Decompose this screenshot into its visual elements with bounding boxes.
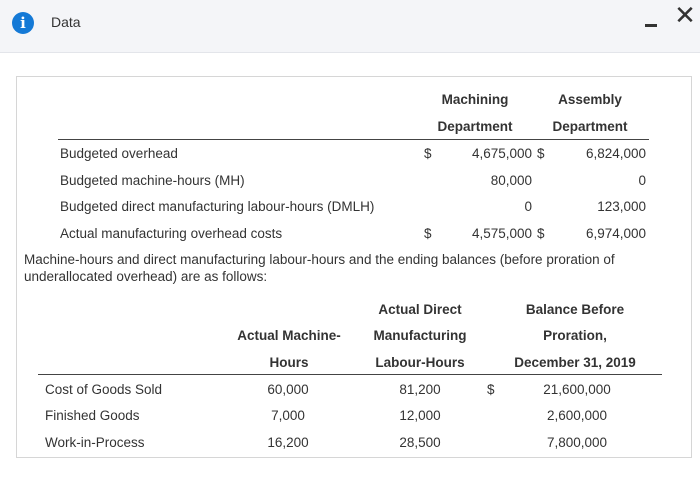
row-label: Budgeted overhead xyxy=(60,146,178,161)
mh-header-line2: Hours xyxy=(269,355,309,370)
budget-header-rule xyxy=(58,139,649,140)
dialog-titlebar: i Data ✕ xyxy=(0,0,700,53)
row-label: Work-in-Process xyxy=(45,435,145,450)
row-label: Budgeted machine-hours (MH) xyxy=(60,173,245,188)
row-label: Budgeted direct manufacturing labour-hou… xyxy=(60,199,375,214)
dmlh-header-line2: Manufacturing xyxy=(373,328,467,343)
machining-value: 80,000 xyxy=(490,173,532,188)
assembly-value: 0 xyxy=(638,173,646,188)
row-label: Cost of Goods Sold xyxy=(45,382,163,397)
machine-hours-value: 7,000 xyxy=(271,408,305,423)
labour-hours-value: 81,200 xyxy=(399,382,441,397)
data-panel xyxy=(16,76,692,458)
assembly-value: 123,000 xyxy=(597,199,646,214)
minimize-icon[interactable] xyxy=(645,18,659,32)
dmlh-header-line3: Labour-Hours xyxy=(375,355,465,370)
balance-header-rule xyxy=(38,374,662,375)
dollar-sign: $ xyxy=(424,146,432,161)
machining-value: 4,675,000 xyxy=(471,146,532,161)
machining-header-line1: Machining xyxy=(441,92,509,107)
mh-header-line1: Actual Machine- xyxy=(237,328,341,343)
labour-hours-value: 28,500 xyxy=(399,435,441,450)
assembly-value: 6,824,000 xyxy=(585,146,646,161)
dollar-sign: $ xyxy=(487,382,495,397)
dollar-sign: $ xyxy=(537,146,545,161)
row-label: Actual manufacturing overhead costs xyxy=(60,226,283,241)
assembly-value: 6,974,000 xyxy=(585,226,646,241)
balance-value: 7,800,000 xyxy=(546,435,608,450)
machine-hours-value: 60,000 xyxy=(267,382,309,397)
info-icon: i xyxy=(12,12,34,34)
description-line1: Machine-hours and direct manufacturing l… xyxy=(24,252,615,267)
balance-header-line3: December 31, 2019 xyxy=(514,355,636,370)
dollar-sign: $ xyxy=(537,226,545,241)
assembly-header-line2: Department xyxy=(552,119,628,134)
description-line2: underallocated overhead) are as follows: xyxy=(24,269,268,284)
balance-header-line1: Balance Before xyxy=(525,302,625,317)
dialog-title: Data xyxy=(51,14,81,30)
machining-header-line2: Department xyxy=(437,119,513,134)
balance-value: 21,600,000 xyxy=(543,382,611,397)
close-icon[interactable]: ✕ xyxy=(674,0,696,30)
machining-value: 0 xyxy=(524,199,532,214)
dmlh-header-line1: Actual Direct xyxy=(378,302,462,317)
machine-hours-value: 16,200 xyxy=(267,435,309,450)
machining-value: 4,575,000 xyxy=(471,226,532,241)
balance-value: 2,600,000 xyxy=(546,408,608,423)
row-label: Finished Goods xyxy=(45,408,140,423)
assembly-header-line1: Assembly xyxy=(558,92,622,107)
labour-hours-value: 12,000 xyxy=(399,408,441,423)
balance-header-line2: Proration, xyxy=(543,328,607,343)
dollar-sign: $ xyxy=(424,226,432,241)
